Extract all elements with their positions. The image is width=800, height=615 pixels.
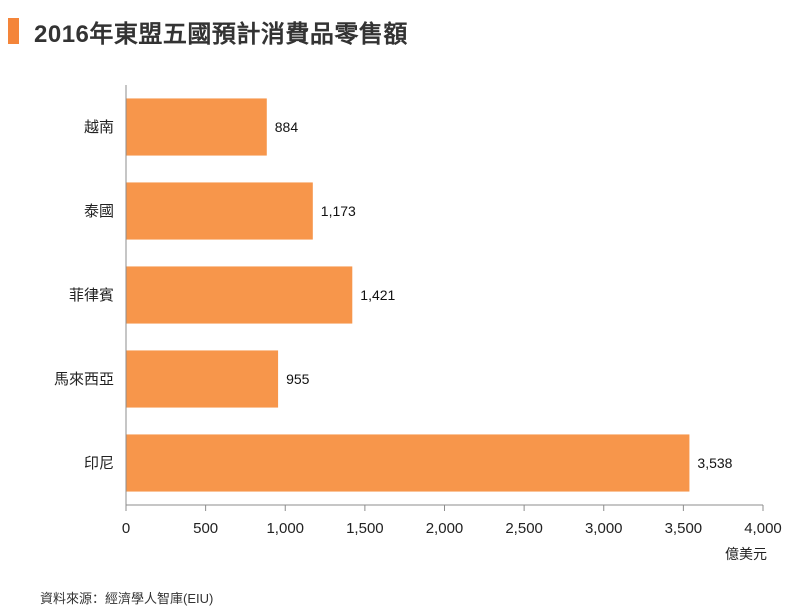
bar-2	[126, 266, 353, 324]
category-label: 馬來西亞	[54, 371, 114, 388]
category-label: 泰國	[84, 203, 114, 220]
x-tick-label: 3,500	[665, 520, 703, 537]
bar-value-label: 1,173	[321, 203, 356, 219]
x-tick-label: 4,000	[744, 520, 782, 537]
bar-1	[126, 182, 313, 240]
category-label: 印尼	[84, 455, 114, 472]
category-label: 菲律賓	[69, 286, 114, 304]
title-accent-bar	[8, 18, 19, 44]
bar-value-label: 955	[286, 371, 310, 387]
source-note: 資料來源：經濟學人智庫(EIU)	[40, 591, 214, 606]
x-tick-label: 1,500	[346, 520, 384, 537]
bar-value-label: 3,538	[697, 455, 732, 471]
bar-3	[126, 350, 279, 408]
x-tick-label: 2,500	[505, 520, 543, 537]
bar-value-label: 1,421	[360, 287, 395, 303]
x-tick-label: 0	[122, 520, 130, 537]
x-tick-label: 2,000	[426, 520, 464, 537]
chart-title: 2016年東盟五國預計消費品零售額	[34, 21, 408, 48]
x-axis-unit-label: 億美元	[725, 546, 767, 562]
bar-value-label: 884	[275, 119, 299, 135]
bar-4	[126, 434, 690, 492]
bar-0	[126, 98, 267, 156]
category-label: 越南	[84, 119, 114, 136]
x-tick-label: 1,000	[266, 520, 304, 537]
x-tick-label: 500	[193, 520, 218, 537]
x-tick-label: 3,000	[585, 520, 623, 537]
